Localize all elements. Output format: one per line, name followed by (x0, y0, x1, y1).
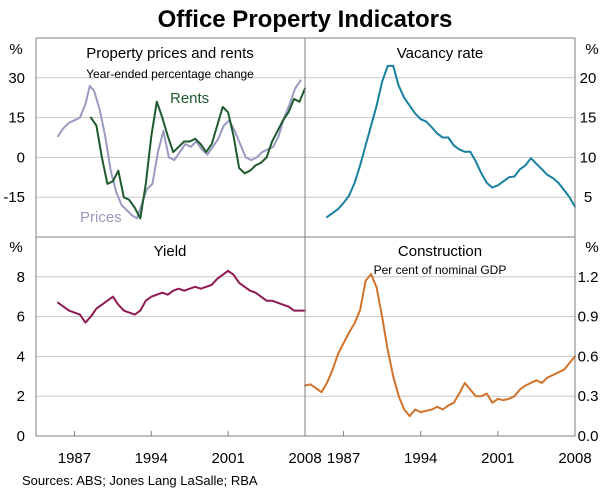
y-tick-label-top-left-3: 30 (8, 70, 25, 87)
source-note: Sources: ABS; Jones Lang LaSalle; RBA (22, 473, 258, 488)
y-tick-label-top-right-0: 5 (584, 189, 592, 206)
y-tick-label-bottom-right-1: 0.3 (578, 388, 599, 405)
y-unit-bottom-right: % (585, 239, 598, 256)
panel-title-vacancy: Vacancy rate (397, 45, 483, 62)
series-label-rents: Rents (170, 90, 209, 107)
chart-title: Office Property Indicators (158, 6, 453, 33)
series-line-bottom-right-0 (304, 273, 576, 418)
series-line-top-left-rents (89, 87, 306, 220)
series-lines (57, 64, 576, 418)
y-unit-bottom-left: % (9, 239, 22, 256)
x-tick-label-bottom-left-2: 2001 (211, 450, 244, 467)
x-tick-label-bottom-right-0: 1987 (327, 450, 360, 467)
panel-subtitle-construction: Per cent of nominal GDP (374, 263, 507, 277)
y-tick-label-bottom-left-4: 8 (17, 269, 25, 286)
panel-title-prices-rents: Property prices and rents (86, 45, 254, 62)
y-unit-top-right: % (585, 41, 598, 58)
panel-subtitle-prices-rents: Year-ended percentage change (86, 67, 254, 81)
labels: Property prices and rents Year-ended per… (9, 41, 598, 277)
y-unit-top-left: % (9, 41, 22, 58)
x-tick-label-bottom-right-3: 2008 (558, 450, 591, 467)
series-line-bottom-left-0 (57, 269, 306, 324)
y-tick-label-top-right-2: 15 (580, 110, 597, 127)
y-tick-label-bottom-right-0: 0.0 (578, 428, 599, 445)
y-tick-label-bottom-left-2: 4 (17, 348, 25, 365)
tick-labels: -15 0 15 30 5 10 15 20 0 2 4 6 8 1987 1994 2001 2008 0.0 0… (3, 70, 598, 467)
y-tick-label-top-right-3: 20 (580, 70, 597, 87)
series-line-top-right-0 (326, 64, 576, 219)
y-tick-label-top-left-1: 0 (17, 149, 25, 166)
x-tick-label-bottom-left-3: 2008 (288, 450, 321, 467)
y-tick-label-top-left-2: 15 (8, 110, 25, 127)
y-tick-label-bottom-right-2: 0.6 (578, 348, 599, 365)
y-tick-label-top-right-1: 10 (580, 149, 597, 166)
y-tick-label-top-left-0: -15 (3, 189, 25, 206)
y-tick-label-bottom-right-4: 1.2 (578, 269, 599, 286)
chart-frame (35, 37, 576, 437)
y-tick-label-bottom-left-3: 6 (17, 309, 25, 326)
x-tick-label-bottom-right-2: 2001 (481, 450, 514, 467)
series-line-top-left-prices (57, 79, 302, 220)
panel-title-construction: Construction (398, 243, 482, 260)
x-tick-label-bottom-left-0: 1987 (58, 450, 91, 467)
series-label-prices: Prices (80, 209, 122, 226)
y-tick-label-bottom-right-3: 0.9 (578, 309, 599, 326)
y-tick-label-bottom-left-1: 2 (17, 388, 25, 405)
x-tick-label-bottom-left-1: 1994 (135, 450, 168, 467)
y-tick-label-bottom-left-0: 0 (17, 428, 25, 445)
x-tick-label-bottom-right-1: 1994 (404, 450, 437, 467)
panel-title-yield: Yield (154, 243, 187, 260)
